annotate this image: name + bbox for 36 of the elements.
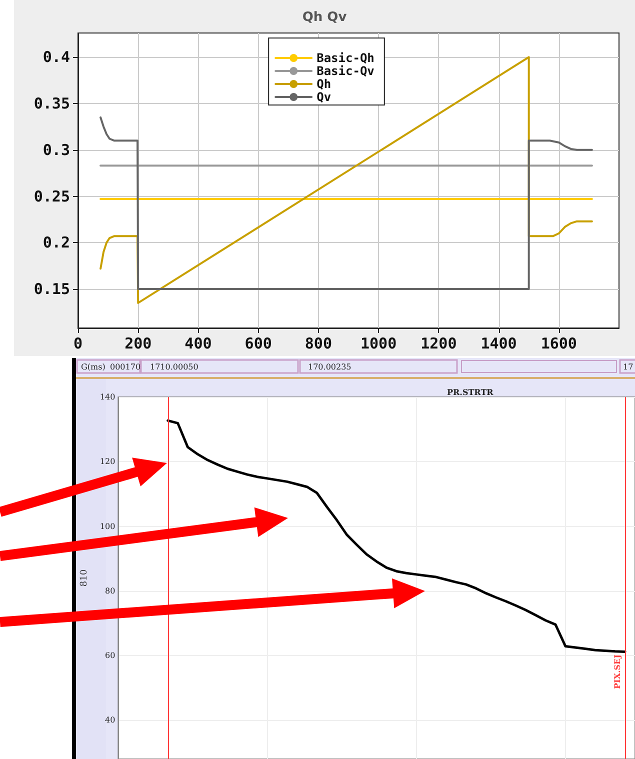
x-tick-label: 0 <box>73 334 83 352</box>
chart-title: Qh Qv <box>302 10 348 25</box>
chart-title: PR.STRTR <box>447 387 494 397</box>
text: 170.00235 <box>308 362 352 372</box>
legend-label: Basic-Qv <box>316 64 374 78</box>
y-tick-label: 120 <box>100 457 116 466</box>
y-tick-label: 140 <box>100 392 116 402</box>
y-tick-label: 0.35 <box>34 94 70 113</box>
legend-label: Qh <box>316 77 332 91</box>
x-tick-label: 1600 <box>540 334 577 352</box>
y-axis-title: 810 <box>80 569 90 587</box>
x-tick-label: 800 <box>304 334 332 352</box>
y-tick-label: 40 <box>104 716 116 725</box>
text: 000170 <box>110 362 141 372</box>
y-tick-label: 0.4 <box>42 48 70 66</box>
line-series <box>100 116 593 290</box>
text: G(ms) <box>81 362 106 372</box>
y-tick-label: 0.3 <box>42 140 70 159</box>
line-series <box>166 419 626 653</box>
annotation: PIX.SEJ <box>612 654 622 689</box>
x-tick-label: 400 <box>184 334 212 352</box>
x-tick-label: 1400 <box>480 334 517 352</box>
y-tick-label: 60 <box>104 651 116 660</box>
y-tick-label: 0.25 <box>34 187 70 206</box>
x-tick-label: 600 <box>244 334 272 352</box>
x-tick-label: 200 <box>124 334 152 352</box>
y-tick-label: 100 <box>100 522 116 531</box>
x-tick-label: 1000 <box>360 334 397 352</box>
y-tick-label: 80 <box>104 586 116 596</box>
text: 1710.00050 <box>150 362 198 372</box>
y-tick-label: 0.2 <box>42 234 70 252</box>
legend-label: Basic-Qh <box>316 51 374 65</box>
x-tick-label: 1200 <box>420 334 457 352</box>
text: 17 <box>623 362 634 372</box>
y-tick-label: 0.15 <box>34 280 70 298</box>
legend-label: Qv <box>316 90 332 104</box>
